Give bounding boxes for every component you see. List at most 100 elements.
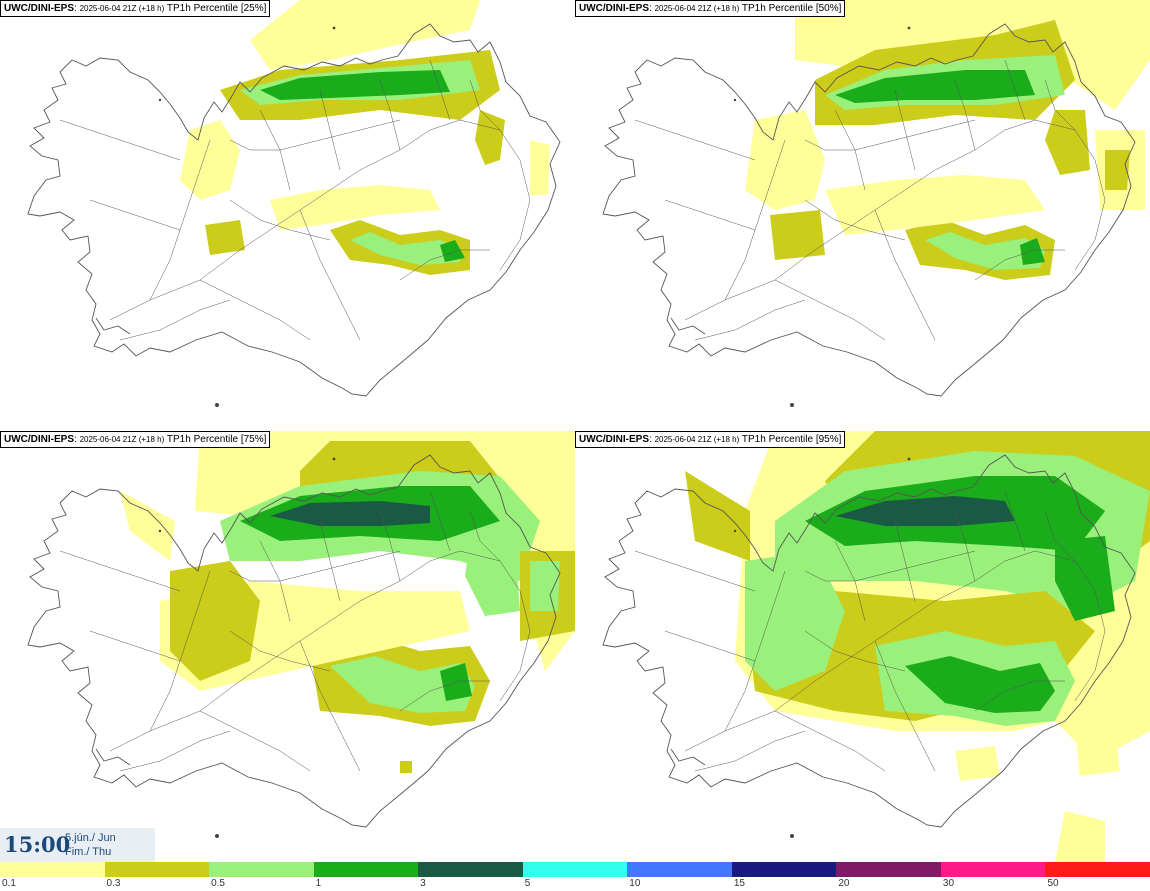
- legend-swatch: [313, 862, 420, 877]
- precip-area-8: [440, 663, 472, 701]
- run-time: 2025-06-04 21Z (+18 h): [79, 435, 165, 444]
- legend-label: 10: [629, 878, 641, 889]
- precip-area-10: [170, 561, 260, 681]
- legend-swatch: [522, 862, 629, 877]
- legend-swatch: [1045, 862, 1150, 877]
- run-time: 2025-06-04 21Z (+18 h): [654, 435, 740, 444]
- islands: [158, 457, 336, 838]
- panel-title: UWC/DINI-EPS: 2025-06-04 21Z (+18 h) TP1…: [575, 0, 846, 17]
- roads-and-boundaries: [59, 490, 531, 772]
- coastline: [27, 454, 561, 828]
- precipitation-map: [602, 0, 1150, 407]
- valid-date-line2: Fim./ Thu: [65, 846, 112, 858]
- color-legend: 0.1 0.3 0.5 1 3 5 10 15 20 30 50: [0, 862, 1150, 891]
- precip-area-9: [745, 551, 845, 691]
- precip-area-6: [350, 232, 460, 265]
- legend-swatch: [0, 862, 106, 877]
- precip-area-13: [530, 561, 560, 611]
- precip-area-7: [1020, 238, 1045, 265]
- legend-label: 3: [420, 878, 426, 889]
- precip-area-8: [825, 175, 1045, 235]
- precip-area-5: [835, 496, 1015, 526]
- precip-area-1: [250, 0, 480, 70]
- precip-area-15: [400, 761, 412, 773]
- valid-hour: 15:00: [4, 832, 71, 857]
- legend-swatch: [836, 862, 942, 877]
- precip-area-8: [905, 656, 1055, 713]
- valid-date-line1: 5.jún./ Jun: [65, 832, 116, 844]
- panel-title: UWC/DINI-EPS: 2025-06-04 21Z (+18 h) TP1…: [575, 431, 846, 448]
- panel-title: UWC/DINI-EPS: 2025-06-04 21Z (+18 h) TP1…: [0, 0, 271, 17]
- precip-area-11: [685, 471, 750, 561]
- field-name: TP1h Percentile [95%]: [741, 434, 842, 445]
- model-name: UWC/DINI-EPS: [579, 3, 649, 14]
- model-name: UWC/DINI-EPS: [4, 3, 74, 14]
- coastline: [602, 454, 1136, 828]
- map-panel-p50: UWC/DINI-EPS: 2025-06-04 21Z (+18 h) TP1…: [575, 0, 1150, 431]
- precip-area-14: [120, 491, 175, 561]
- islands: [733, 457, 911, 838]
- precip-area-9: [180, 120, 240, 200]
- precip-area-4: [835, 70, 1035, 103]
- precip-area-13: [1075, 731, 1120, 776]
- precipitation-field: [685, 431, 1150, 862]
- legend-swatch: [418, 862, 524, 877]
- field-name: TP1h Percentile [50%]: [741, 3, 842, 14]
- precip-area-12: [1105, 150, 1130, 190]
- field-name: TP1h Percentile [25%]: [166, 3, 267, 14]
- legend-label: 0.5: [211, 878, 225, 889]
- precip-area-5: [270, 501, 430, 526]
- precipitation-field: [120, 431, 575, 773]
- precip-area-8: [270, 185, 440, 230]
- precip-area-13: [770, 210, 825, 260]
- coastline: [602, 23, 1136, 397]
- precip-area-10: [1055, 536, 1115, 621]
- precip-area-7: [330, 656, 475, 713]
- precip-area-12: [955, 746, 1000, 781]
- precipitation-field: [180, 0, 550, 275]
- legend-label: 0.3: [106, 878, 121, 889]
- precip-area-10: [1045, 110, 1090, 175]
- run-time: 2025-06-04 21Z (+18 h): [79, 4, 165, 13]
- islands: [158, 26, 336, 407]
- panel-title: UWC/DINI-EPS: 2025-06-04 21Z (+18 h) TP1…: [0, 431, 271, 448]
- map-panel-p25: UWC/DINI-EPS: 2025-06-04 21Z (+18 h) TP1…: [0, 0, 575, 431]
- precip-area-7: [440, 240, 465, 262]
- roads-and-boundaries: [634, 490, 1106, 772]
- precip-area-4: [260, 70, 450, 100]
- map-panel-p75: UWC/DINI-EPS: 2025-06-04 21Z (+18 h) TP1…: [0, 431, 575, 862]
- islands: [733, 26, 911, 407]
- valid-time-box: 15:00 5.jún./ Jun Fim./ Thu: [0, 828, 155, 862]
- precip-area-9: [745, 110, 825, 210]
- legend-label: 5: [524, 878, 531, 889]
- model-name: UWC/DINI-EPS: [579, 434, 649, 445]
- precipitation-map: [27, 431, 575, 838]
- valid-date: 5.jún./ Jun Fim./ Thu: [65, 831, 116, 859]
- legend-swatch: [627, 862, 733, 877]
- run-time: 2025-06-04 21Z (+18 h): [654, 4, 740, 13]
- precip-area-11: [465, 541, 520, 616]
- map-panel-p95: UWC/DINI-EPS: 2025-06-04 21Z (+18 h) TP1…: [575, 431, 1150, 862]
- legend-label: 30: [942, 878, 955, 889]
- precipitation-map: [602, 431, 1150, 862]
- field-name: TP1h Percentile [75%]: [166, 434, 267, 445]
- roads-and-boundaries: [634, 59, 1106, 341]
- legend-swatch: [104, 862, 211, 877]
- roads-and-boundaries: [59, 59, 531, 341]
- legend-label: 15: [733, 878, 745, 889]
- precip-area-11: [530, 140, 550, 195]
- precip-area-12: [205, 220, 245, 255]
- precip-area-14: [1055, 811, 1105, 862]
- legend-label: 0.1: [2, 878, 16, 889]
- precipitation-map: [27, 0, 561, 407]
- precip-area-10: [475, 110, 505, 165]
- model-name: UWC/DINI-EPS: [4, 434, 74, 445]
- precip-area-6: [925, 232, 1045, 270]
- precipitation-field: [745, 0, 1150, 280]
- legend-label: 20: [838, 878, 850, 889]
- legend-swatch: [731, 862, 838, 877]
- legend-label: 1: [315, 878, 322, 889]
- legend-swatch: [940, 862, 1047, 877]
- coastline: [27, 23, 561, 397]
- legend-label: 50: [1047, 878, 1059, 889]
